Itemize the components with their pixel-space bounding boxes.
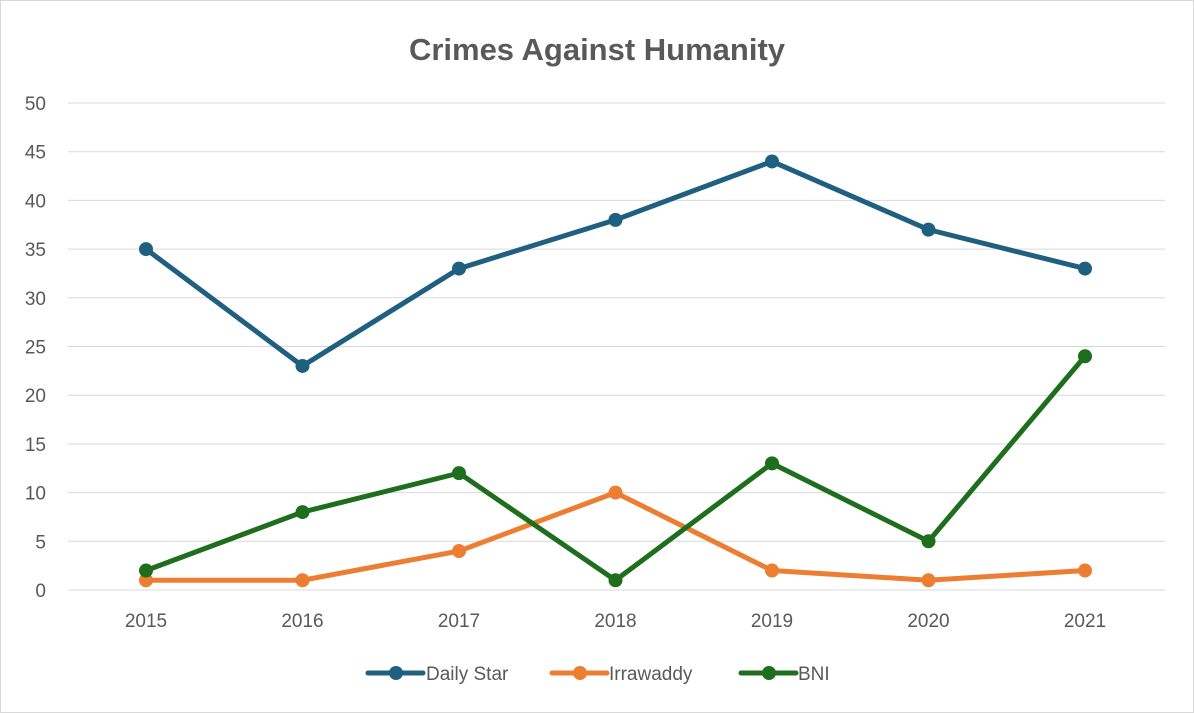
x-tick-label: 2016 bbox=[281, 611, 323, 632]
x-axis-ticks: 2015 2016 2017 2018 2019 2020 2021 bbox=[125, 611, 1106, 632]
x-tick-label: 2015 bbox=[125, 611, 167, 632]
series-irrawaddy bbox=[139, 485, 1092, 588]
data-point bbox=[452, 466, 466, 481]
y-tick-label: 10 bbox=[25, 484, 46, 505]
data-point bbox=[921, 573, 936, 588]
y-tick-label: 35 bbox=[25, 240, 46, 261]
series-lines bbox=[139, 154, 1092, 588]
x-tick-label: 2017 bbox=[438, 611, 480, 632]
y-tick-label: 25 bbox=[25, 338, 46, 359]
y-tick-label: 40 bbox=[25, 191, 46, 212]
y-axis-ticks: 0 5 10 15 20 25 30 35 40 45 50 bbox=[25, 94, 46, 602]
data-point bbox=[139, 242, 153, 257]
data-point bbox=[608, 573, 623, 588]
data-point bbox=[295, 505, 310, 520]
legend-marker bbox=[762, 666, 776, 680]
data-point bbox=[295, 573, 310, 588]
data-point bbox=[765, 456, 779, 471]
legend-item: Irrawaddy bbox=[549, 664, 693, 685]
data-point bbox=[765, 154, 779, 169]
chart-title: Crimes Against Humanity bbox=[409, 32, 786, 67]
legend-label: Irrawaddy bbox=[609, 664, 693, 685]
data-point bbox=[1078, 563, 1092, 578]
x-tick-label: 2018 bbox=[594, 611, 636, 632]
data-point bbox=[452, 544, 466, 559]
y-tick-label: 5 bbox=[35, 532, 46, 553]
legend-marker bbox=[389, 666, 403, 680]
y-tick-label: 45 bbox=[25, 143, 46, 164]
data-point bbox=[1078, 349, 1092, 364]
data-point bbox=[608, 485, 623, 500]
legend-label: Daily Star bbox=[426, 664, 509, 685]
data-point bbox=[765, 563, 779, 578]
legend: Daily Star Irrawaddy BNI bbox=[365, 664, 830, 685]
y-tick-label: 15 bbox=[25, 435, 46, 456]
y-tick-label: 20 bbox=[25, 386, 46, 407]
series-bni bbox=[139, 349, 1092, 588]
series-line bbox=[143, 490, 1088, 583]
x-tick-label: 2019 bbox=[751, 611, 793, 632]
gridlines bbox=[68, 102, 1165, 591]
legend-marker bbox=[573, 666, 587, 680]
y-tick-label: 0 bbox=[35, 581, 46, 602]
data-point bbox=[921, 222, 936, 237]
data-point bbox=[139, 563, 153, 578]
data-point bbox=[1078, 261, 1092, 276]
data-point bbox=[452, 261, 466, 276]
series-daily-star bbox=[139, 154, 1092, 373]
legend-label: BNI bbox=[798, 664, 830, 685]
series-line bbox=[143, 158, 1088, 369]
data-point bbox=[921, 534, 936, 549]
data-point bbox=[295, 358, 310, 373]
series-line bbox=[143, 353, 1088, 583]
data-point bbox=[608, 212, 623, 227]
y-tick-label: 30 bbox=[25, 289, 46, 310]
legend-item: BNI bbox=[738, 664, 830, 685]
x-tick-label: 2021 bbox=[1064, 611, 1106, 632]
data-point bbox=[139, 573, 153, 588]
y-tick-label: 50 bbox=[25, 94, 46, 115]
legend-item: Daily Star bbox=[365, 664, 509, 685]
x-tick-label: 2020 bbox=[907, 611, 949, 632]
